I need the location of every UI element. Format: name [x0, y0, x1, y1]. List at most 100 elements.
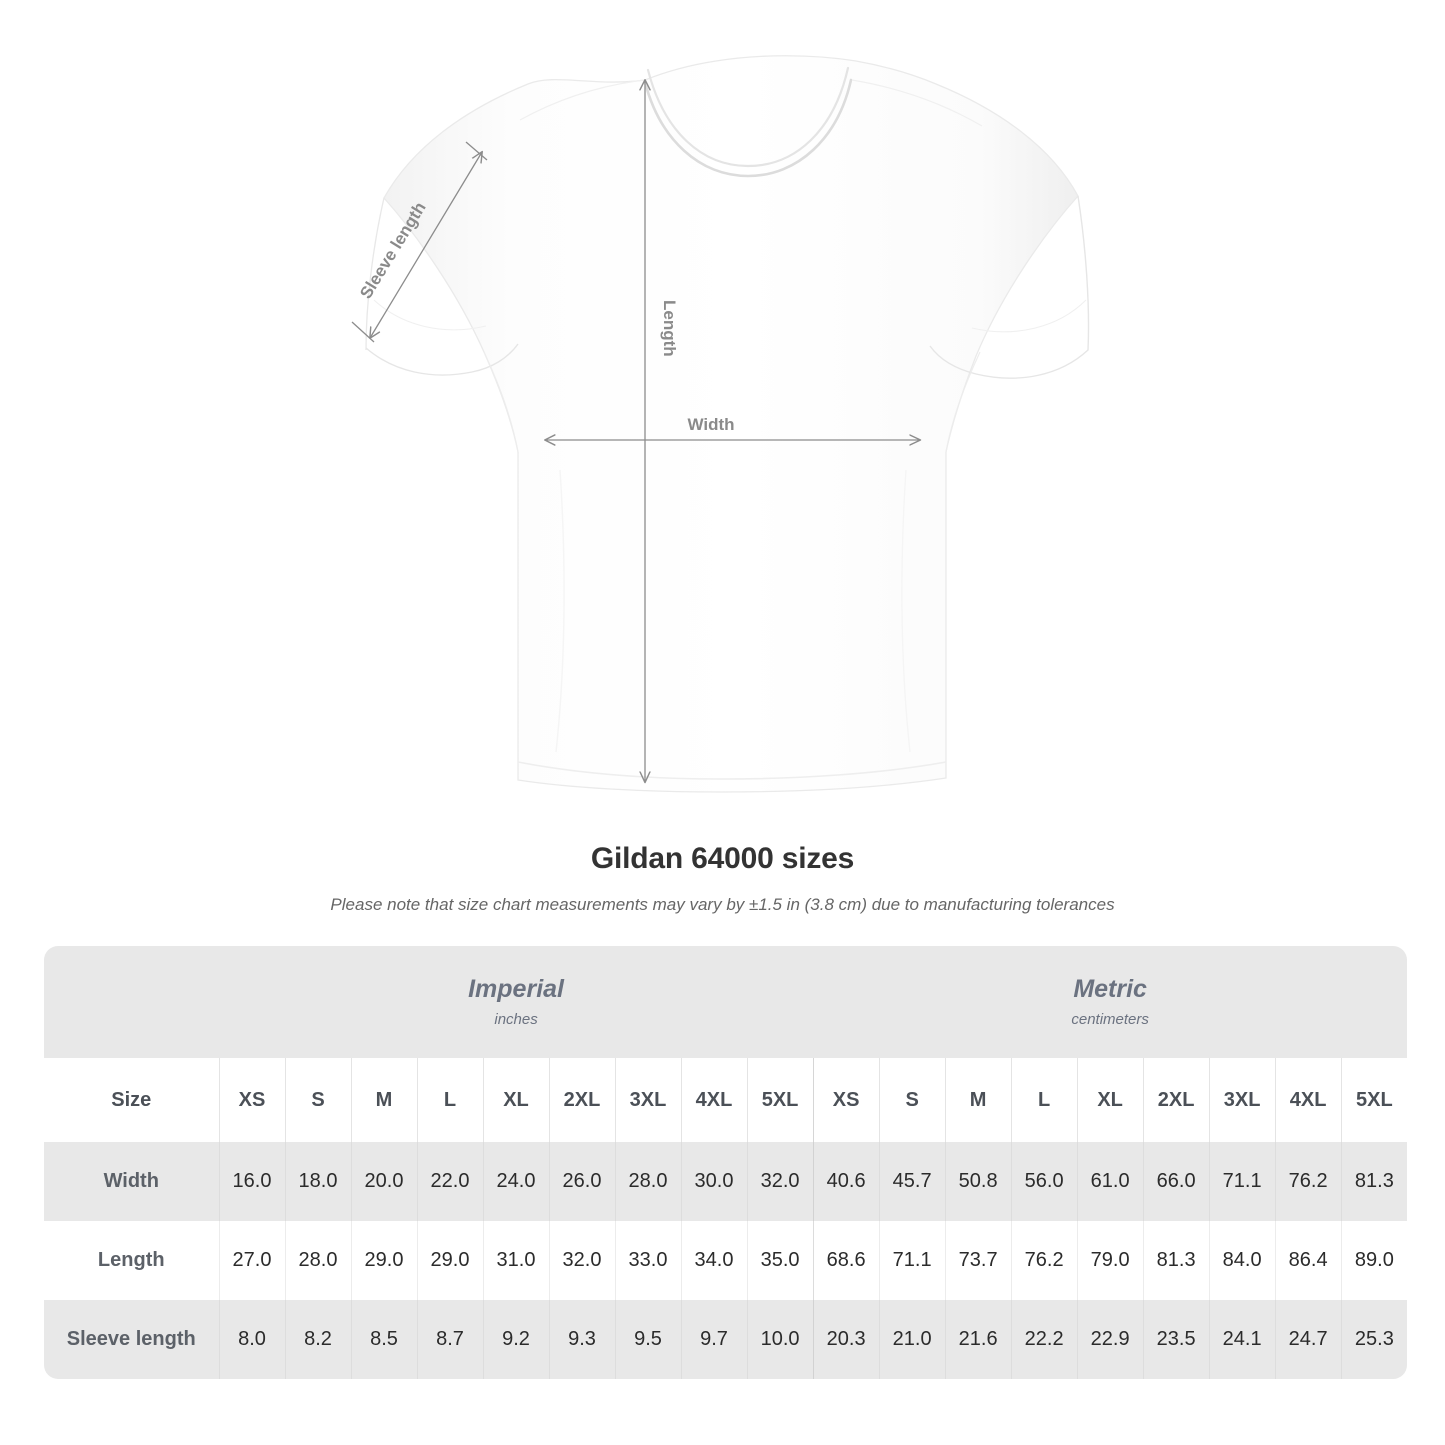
row-label-width: Width [44, 1142, 219, 1221]
size-header-imperial-3xl: 3XL [614, 1058, 681, 1142]
cell-sleeve-imperial-5xl: 10.0 [746, 1300, 814, 1379]
size-header-metric-4xl: 4XL [1274, 1058, 1342, 1142]
cell-sleeve-metric-5xl: 25.3 [1340, 1300, 1408, 1379]
size-column-header: Size [44, 1058, 219, 1142]
cell-width-metric-5xl: 81.3 [1340, 1142, 1408, 1221]
tshirt-measurement-diagram: Length Width Sleeve length [351, 55, 1090, 793]
cell-length-metric-l: 76.2 [1010, 1221, 1078, 1300]
cell-length-imperial-5xl: 35.0 [746, 1221, 814, 1300]
cell-sleeve-metric-xs: 20.3 [812, 1300, 880, 1379]
size-header-metric-2xl: 2XL [1142, 1058, 1210, 1142]
cell-length-metric-xl: 79.0 [1076, 1221, 1144, 1300]
cell-length-imperial-4xl: 34.0 [680, 1221, 747, 1300]
page-title: Gildan 64000 sizes [590, 842, 855, 875]
size-header-metric-5xl: 5XL [1340, 1058, 1408, 1142]
cell-sleeve-metric-xl: 22.9 [1076, 1300, 1144, 1379]
cell-sleeve-imperial-m: 8.5 [350, 1300, 417, 1379]
size-header-metric-xs: XS [812, 1058, 880, 1142]
size-header-imperial-2xl: 2XL [548, 1058, 615, 1142]
cell-length-metric-m: 73.7 [944, 1221, 1012, 1300]
cell-sleeve-metric-m: 21.6 [944, 1300, 1012, 1379]
cell-width-imperial-3xl: 28.0 [614, 1142, 681, 1221]
size-table-container: Imperial inches Metric centimeters Size … [44, 946, 1408, 1379]
cell-length-imperial-xs: 27.0 [218, 1221, 285, 1300]
cell-width-imperial-m: 20.0 [350, 1142, 417, 1221]
cell-length-imperial-2xl: 32.0 [548, 1221, 615, 1300]
cell-sleeve-imperial-xl: 9.2 [482, 1300, 549, 1379]
tolerance-note: Please note that size chart measurements… [330, 895, 1115, 914]
cell-width-imperial-2xl: 26.0 [548, 1142, 615, 1221]
cell-sleeve-imperial-s: 8.2 [284, 1300, 351, 1379]
cell-sleeve-imperial-xs: 8.0 [218, 1300, 285, 1379]
size-header-metric-xl: XL [1076, 1058, 1144, 1142]
size-header-imperial-m: M [350, 1058, 417, 1142]
table-row: Length 27.0 28.0 29.0 29.0 31.0 32.0 33.… [44, 1221, 1408, 1300]
row-label-sleeve-length: Sleeve length [44, 1300, 219, 1379]
unit-band-row: Imperial inches Metric centimeters [44, 946, 1408, 1058]
tshirt-illustration: Length Width Sleeve length [351, 55, 1090, 793]
cell-length-imperial-s: 28.0 [284, 1221, 351, 1300]
cell-width-imperial-4xl: 30.0 [680, 1142, 747, 1221]
cell-width-metric-2xl: 66.0 [1142, 1142, 1210, 1221]
cell-length-imperial-m: 29.0 [350, 1221, 417, 1300]
unit-band-metric: Metric centimeters [813, 946, 1408, 1058]
cell-width-imperial-s: 18.0 [284, 1142, 351, 1221]
size-header-metric-l: L [1010, 1058, 1078, 1142]
table-row: Sleeve length 8.0 8.2 8.5 8.7 9.2 9.3 9.… [44, 1300, 1408, 1379]
cell-sleeve-metric-2xl: 23.5 [1142, 1300, 1210, 1379]
table-row: Width 16.0 18.0 20.0 22.0 24.0 26.0 28.0… [44, 1142, 1408, 1221]
size-header-metric-3xl: 3XL [1208, 1058, 1276, 1142]
cell-length-metric-xs: 68.6 [812, 1221, 880, 1300]
cell-width-metric-m: 50.8 [944, 1142, 1012, 1221]
cell-width-imperial-5xl: 32.0 [746, 1142, 814, 1221]
cell-sleeve-imperial-4xl: 9.7 [680, 1300, 747, 1379]
cell-length-imperial-xl: 31.0 [482, 1221, 549, 1300]
cell-width-metric-s: 45.7 [878, 1142, 946, 1221]
cell-length-metric-2xl: 81.3 [1142, 1221, 1210, 1300]
cell-width-metric-4xl: 76.2 [1274, 1142, 1342, 1221]
size-header-imperial-xs: XS [218, 1058, 285, 1142]
unit-band-imperial: Imperial inches [219, 946, 814, 1058]
size-header-metric-m: M [944, 1058, 1012, 1142]
cell-sleeve-imperial-3xl: 9.5 [614, 1300, 681, 1379]
cell-width-metric-l: 56.0 [1010, 1142, 1078, 1221]
cell-width-metric-3xl: 71.1 [1208, 1142, 1276, 1221]
cell-sleeve-metric-s: 21.0 [878, 1300, 946, 1379]
cell-length-metric-4xl: 86.4 [1274, 1221, 1342, 1300]
size-chart-table: Imperial inches Metric centimeters Size … [44, 946, 1408, 1379]
cell-sleeve-metric-4xl: 24.7 [1274, 1300, 1342, 1379]
size-header-imperial-5xl: 5XL [746, 1058, 814, 1142]
metric-subtitle: centimeters [1071, 1010, 1149, 1028]
cell-width-imperial-xl: 24.0 [482, 1142, 549, 1221]
sleeve-length-label: Sleeve length [356, 199, 429, 302]
row-label-length: Length [44, 1221, 219, 1300]
sleeve-length-measure-arrow [351, 141, 488, 343]
size-header-imperial-s: S [284, 1058, 351, 1142]
size-header-imperial-xl: XL [482, 1058, 549, 1142]
cell-sleeve-imperial-2xl: 9.3 [548, 1300, 615, 1379]
imperial-title: Imperial [468, 974, 564, 1003]
cell-length-metric-s: 71.1 [878, 1221, 946, 1300]
metric-title: Metric [1073, 974, 1147, 1003]
unit-band-spacer [44, 946, 219, 1058]
cell-width-metric-xs: 40.6 [812, 1142, 880, 1221]
size-header-row: Size XS S M L XL 2XL 3XL 4XL 5XL XS S M … [44, 1058, 1408, 1142]
cell-length-metric-5xl: 89.0 [1340, 1221, 1408, 1300]
cell-length-imperial-3xl: 33.0 [614, 1221, 681, 1300]
size-header-imperial-4xl: 4XL [680, 1058, 747, 1142]
cell-sleeve-metric-l: 22.2 [1010, 1300, 1078, 1379]
width-label: Width [687, 415, 734, 434]
cell-sleeve-imperial-l: 8.7 [416, 1300, 483, 1379]
cell-width-metric-xl: 61.0 [1076, 1142, 1144, 1221]
title-block: Gildan 64000 sizes Please note that size… [0, 840, 1445, 916]
cell-sleeve-metric-3xl: 24.1 [1208, 1300, 1276, 1379]
imperial-subtitle: inches [494, 1010, 538, 1028]
cell-length-metric-3xl: 84.0 [1208, 1221, 1276, 1300]
size-header-imperial-l: L [416, 1058, 483, 1142]
cell-length-imperial-l: 29.0 [416, 1221, 483, 1300]
length-label: Length [660, 300, 679, 357]
cell-width-imperial-xs: 16.0 [218, 1142, 285, 1221]
size-header-metric-s: S [878, 1058, 946, 1142]
cell-width-imperial-l: 22.0 [416, 1142, 483, 1221]
